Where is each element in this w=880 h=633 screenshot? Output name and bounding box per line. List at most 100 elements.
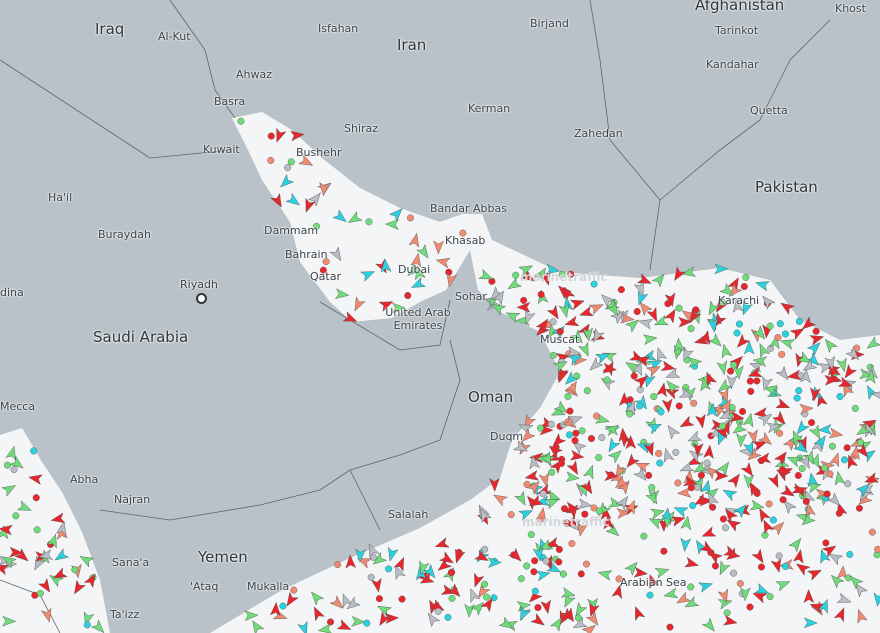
vessel-arrow-icon[interactable]	[739, 300, 754, 317]
vessel-anchored-marker[interactable]	[512, 271, 520, 279]
vessel-anchored-marker[interactable]	[587, 435, 595, 443]
vessel-anchored-marker[interactable]	[757, 563, 765, 571]
vessel-arrow-icon[interactable]	[563, 515, 580, 531]
vessel-anchored-marker[interactable]	[555, 545, 563, 553]
vessel-anchored-marker[interactable]	[793, 394, 801, 402]
vessel-arrow-icon[interactable]	[759, 376, 773, 392]
vessel-arrow-icon[interactable]	[800, 368, 812, 384]
vessel-arrow-icon[interactable]	[772, 410, 789, 427]
vessel-arrow-icon[interactable]	[700, 479, 714, 495]
vessel-arrow-icon[interactable]	[638, 316, 654, 330]
vessel-anchored-marker[interactable]	[10, 466, 18, 474]
vessel-arrow-icon[interactable]	[350, 296, 366, 313]
vessel-arrow-icon[interactable]	[754, 278, 770, 292]
vessel-arrow-icon[interactable]	[809, 600, 825, 614]
vessel-arrow-icon[interactable]	[620, 312, 635, 325]
vessel-arrow-icon[interactable]	[336, 619, 353, 633]
vessel-arrow-icon[interactable]	[827, 363, 841, 379]
vessel-arrow-icon[interactable]	[803, 617, 818, 629]
vessel-anchored-marker[interactable]	[523, 562, 531, 570]
vessel-arrow-icon[interactable]	[364, 542, 380, 559]
vessel-arrow-icon[interactable]	[578, 305, 595, 320]
vessel-anchored-marker[interactable]	[855, 504, 863, 512]
vessel-arrow-icon[interactable]	[752, 355, 768, 368]
vessel-anchored-marker[interactable]	[765, 500, 773, 508]
vessel-arrow-icon[interactable]	[40, 607, 54, 623]
vessel-arrow-icon[interactable]	[664, 292, 677, 308]
vessel-arrow-icon[interactable]	[785, 453, 802, 468]
vessel-arrow-icon[interactable]	[567, 412, 584, 427]
vessel-anchored-marker[interactable]	[812, 327, 820, 335]
vessel-arrow-icon[interactable]	[560, 592, 576, 609]
vessel-arrow-icon[interactable]	[826, 492, 843, 509]
vessel-arrow-icon[interactable]	[678, 461, 695, 476]
vessel-arrow-icon[interactable]	[51, 567, 68, 583]
vessel-arrow-icon[interactable]	[718, 408, 735, 423]
vessel-arrow-icon[interactable]	[678, 387, 694, 402]
vessel-arrow-icon[interactable]	[16, 500, 33, 515]
vessel-anchored-marker[interactable]	[746, 377, 754, 385]
vessel-arrow-icon[interactable]	[572, 601, 588, 618]
vessel-arrow-icon[interactable]	[770, 558, 784, 574]
vessel-anchored-marker[interactable]	[385, 565, 393, 573]
vessel-arrow-icon[interactable]	[564, 315, 580, 329]
vessel-arrow-icon[interactable]	[524, 469, 540, 482]
vessel-arrow-icon[interactable]	[597, 568, 613, 581]
vessel-arrow-icon[interactable]	[605, 437, 621, 454]
vessel-arrow-icon[interactable]	[285, 192, 302, 209]
vessel-arrow-icon[interactable]	[9, 455, 26, 472]
vessel-arrow-icon[interactable]	[549, 432, 567, 450]
vessel-anchored-marker[interactable]	[851, 404, 859, 412]
vessel-arrow-icon[interactable]	[798, 454, 814, 471]
vessel-anchored-marker[interactable]	[836, 393, 844, 401]
vessel-arrow-icon[interactable]	[791, 483, 807, 498]
vessel-arrow-icon[interactable]	[849, 445, 862, 461]
vessel-arrow-icon[interactable]	[742, 412, 756, 428]
vessel-arrow-icon[interactable]	[560, 285, 576, 302]
vessel-arrow-icon[interactable]	[751, 589, 768, 604]
vessel-arrow-icon[interactable]	[624, 399, 639, 416]
vessel-arrow-icon[interactable]	[788, 535, 805, 553]
vessel-arrow-icon[interactable]	[852, 580, 869, 598]
vessel-arrow-icon[interactable]	[334, 288, 350, 301]
vessel-arrow-icon[interactable]	[821, 542, 838, 558]
vessel-arrow-icon[interactable]	[695, 413, 708, 429]
vessel-arrow-icon[interactable]	[355, 548, 366, 563]
vessel-arrow-icon[interactable]	[618, 427, 630, 443]
vessel-arrow-icon[interactable]	[384, 219, 400, 230]
vessel-anchored-marker[interactable]	[730, 569, 738, 577]
vessel-anchored-marker[interactable]	[795, 317, 803, 325]
vessel-arrow-icon[interactable]	[799, 403, 814, 415]
vessel-anchored-marker[interactable]	[781, 562, 789, 570]
vessel-arrow-icon[interactable]	[680, 515, 693, 531]
vessel-arrow-icon[interactable]	[329, 595, 346, 612]
vessel-anchored-marker[interactable]	[83, 621, 91, 629]
vessel-anchored-marker[interactable]	[267, 132, 275, 140]
vessel-arrow-icon[interactable]	[699, 330, 712, 345]
vessel-arrow-icon[interactable]	[786, 369, 802, 382]
vessel-anchored-marker[interactable]	[697, 471, 705, 479]
vessel-arrow-icon[interactable]	[370, 551, 388, 568]
vessel-anchored-marker[interactable]	[312, 222, 320, 230]
vessel-arrow-icon[interactable]	[663, 587, 679, 600]
vessel-arrow-icon[interactable]	[715, 378, 733, 395]
vessel-anchored-marker[interactable]	[646, 591, 654, 599]
vessel-arrow-icon[interactable]	[532, 546, 545, 562]
vessel-arrow-icon[interactable]	[625, 434, 637, 450]
vessel-arrow-icon[interactable]	[473, 549, 491, 565]
vessel-arrow-icon[interactable]	[716, 459, 733, 477]
vessel-arrow-icon[interactable]	[645, 489, 661, 506]
vessel-anchored-marker[interactable]	[459, 229, 467, 237]
vessel-arrow-icon[interactable]	[730, 411, 745, 424]
vessel-arrow-icon[interactable]	[767, 473, 782, 490]
vessel-arrow-icon[interactable]	[466, 587, 481, 604]
vessel-anchored-marker[interactable]	[747, 387, 755, 395]
vessel-arrow-icon[interactable]	[0, 561, 9, 576]
vessel-anchored-marker[interactable]	[828, 442, 836, 450]
vessel-arrow-icon[interactable]	[789, 429, 804, 446]
vessel-anchored-marker[interactable]	[794, 471, 802, 479]
vessel-arrow-icon[interactable]	[565, 379, 581, 396]
vessel-arrow-icon[interactable]	[745, 480, 762, 497]
vessel-anchored-marker[interactable]	[823, 490, 831, 498]
vessel-arrow-icon[interactable]	[489, 477, 500, 493]
